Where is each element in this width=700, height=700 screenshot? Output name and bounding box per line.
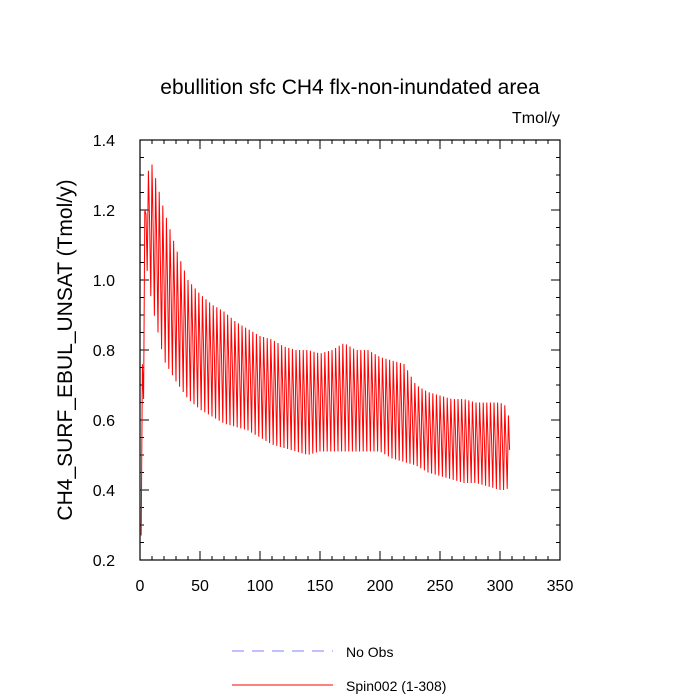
y-tick-label: 0.6 bbox=[93, 413, 115, 430]
x-tick-labels: 0 50 100 150 200 250 300 350 bbox=[136, 578, 574, 595]
y-tick-labels: 0.2 0.4 0.6 0.8 1.0 1.2 1.4 bbox=[93, 133, 115, 570]
x-tick-label: 50 bbox=[191, 578, 209, 595]
x-tick-label: 150 bbox=[307, 578, 334, 595]
x-tick-label: 250 bbox=[427, 578, 454, 595]
units-label: Tmol/y bbox=[512, 110, 560, 127]
series-group bbox=[140, 164, 511, 536]
x-tick-label: 300 bbox=[487, 578, 514, 595]
x-tick-label: 350 bbox=[547, 578, 574, 595]
y-tick-label: 1.4 bbox=[93, 133, 115, 150]
x-tick-label: 0 bbox=[136, 578, 145, 595]
plot-frame bbox=[139, 139, 561, 561]
legend-label-no-obs: No Obs bbox=[346, 644, 393, 660]
x-tick-label: 200 bbox=[367, 578, 394, 595]
x-tick-label: 100 bbox=[247, 578, 274, 595]
y-tick-label: 0.2 bbox=[93, 553, 115, 570]
tick-marks bbox=[139, 139, 561, 561]
series-line-spin002 bbox=[140, 164, 511, 536]
y-tick-label: 1.2 bbox=[93, 203, 115, 220]
legend: No Obs Spin002 (1-308) bbox=[232, 644, 446, 694]
chart-title: ebullition sfc CH4 flx-non-inundated are… bbox=[160, 76, 540, 99]
y-axis-label: CH4_SURF_EBUL_UNSAT (Tmol/y) bbox=[54, 179, 77, 520]
y-tick-label: 0.4 bbox=[93, 483, 115, 500]
legend-label-spin002: Spin002 (1-308) bbox=[346, 678, 446, 694]
y-tick-label: 0.8 bbox=[93, 343, 115, 360]
y-tick-label: 1.0 bbox=[93, 273, 115, 290]
